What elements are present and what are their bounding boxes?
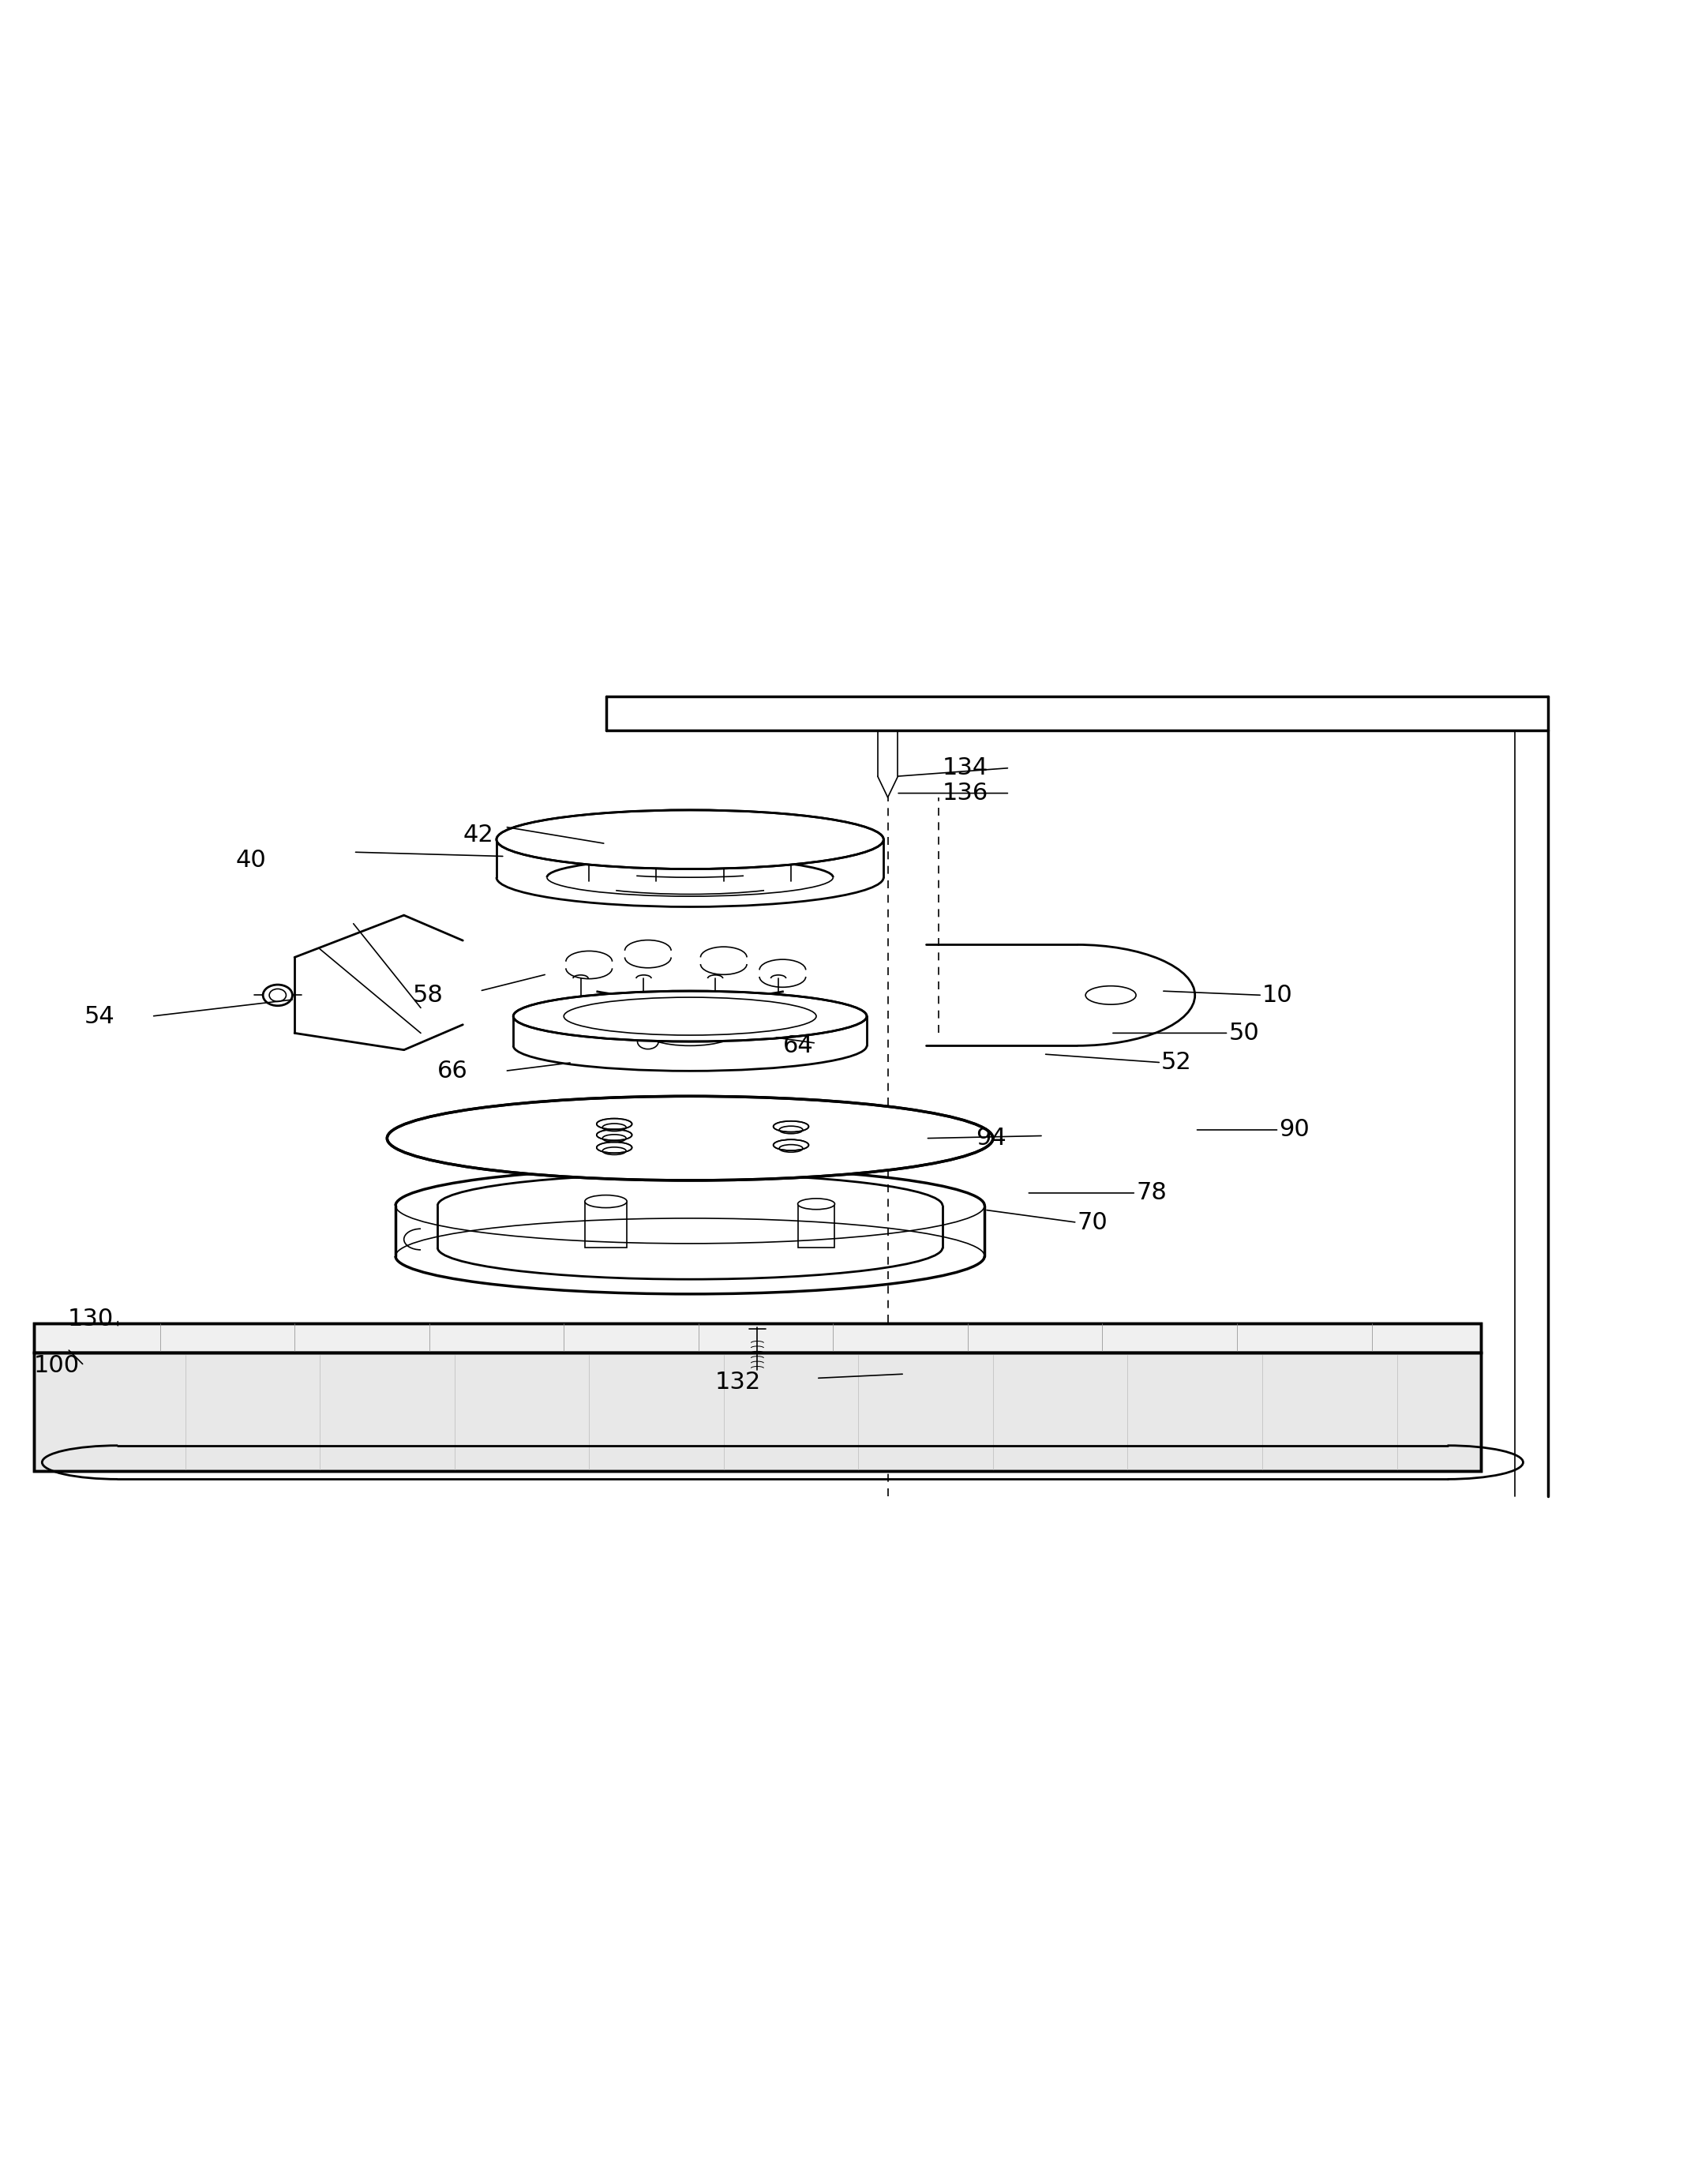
Text: 54: 54 <box>84 1005 114 1029</box>
Text: 40: 40 <box>236 850 266 871</box>
Ellipse shape <box>596 1118 631 1129</box>
Text: 130: 130 <box>67 1308 113 1330</box>
Ellipse shape <box>596 1129 631 1140</box>
Bar <box>798 1206 835 1247</box>
Ellipse shape <box>496 810 884 869</box>
Bar <box>34 1352 1481 1470</box>
Text: 70: 70 <box>1077 1210 1107 1234</box>
Ellipse shape <box>263 985 293 1005</box>
Ellipse shape <box>387 1096 993 1179</box>
Text: 94: 94 <box>976 1127 1006 1149</box>
Ellipse shape <box>596 1142 631 1153</box>
Bar <box>34 1324 1481 1352</box>
Text: 90: 90 <box>1279 1118 1309 1142</box>
Text: 64: 64 <box>783 1035 813 1057</box>
Bar <box>586 1201 628 1247</box>
Text: 50: 50 <box>1229 1022 1259 1044</box>
Ellipse shape <box>774 1140 808 1151</box>
Text: 66: 66 <box>438 1059 468 1083</box>
Text: 52: 52 <box>1161 1051 1192 1075</box>
Ellipse shape <box>798 1199 835 1210</box>
Ellipse shape <box>586 1195 626 1208</box>
Text: 78: 78 <box>1136 1182 1166 1203</box>
Ellipse shape <box>513 992 867 1042</box>
Text: 42: 42 <box>463 823 493 847</box>
Text: 100: 100 <box>34 1354 79 1376</box>
Text: 10: 10 <box>1262 983 1293 1007</box>
Text: 136: 136 <box>942 782 988 804</box>
Bar <box>34 1352 1481 1470</box>
Text: 134: 134 <box>942 756 988 780</box>
Ellipse shape <box>774 1120 808 1131</box>
Bar <box>34 1324 1481 1352</box>
Text: 132: 132 <box>715 1372 761 1393</box>
Text: 58: 58 <box>412 983 443 1007</box>
